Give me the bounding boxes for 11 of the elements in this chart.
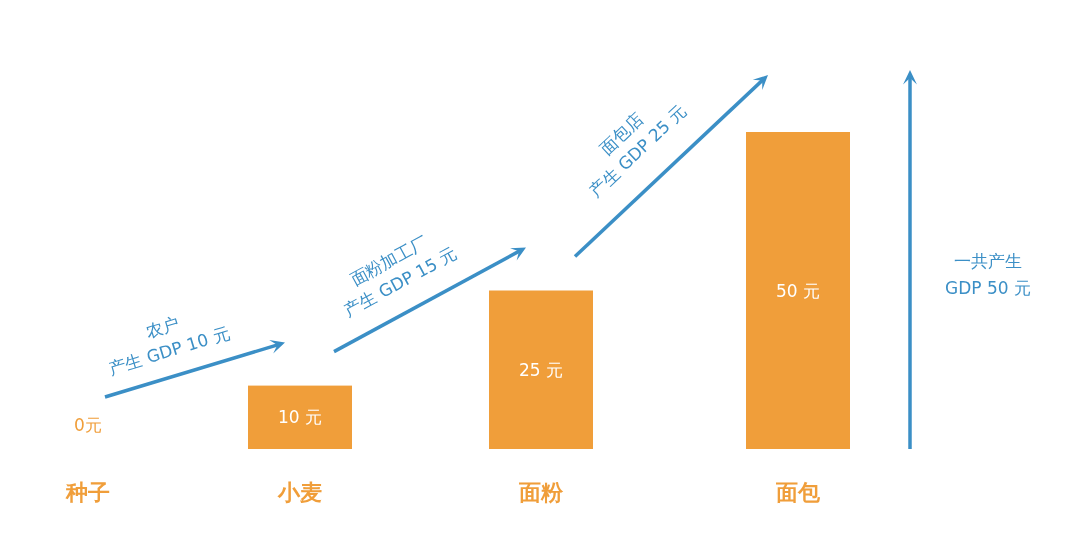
x-tick-label: 面包 xyxy=(775,480,821,505)
annotation: 面粉加工厂 产生 GDP 15 元 xyxy=(340,231,461,321)
data-label: 50 元 xyxy=(775,280,821,301)
annotation: 农户 产生 GDP 10 元 xyxy=(106,313,233,379)
data-label: 10 元 xyxy=(277,407,323,428)
x-tick-label: 小麦 xyxy=(277,480,322,505)
text: 一共产生 GDP 50 元 xyxy=(945,251,1031,298)
x-tick-label: 面粉 xyxy=(518,480,564,505)
x-tick-label: 种子 xyxy=(65,480,110,505)
data-label: 25 元 xyxy=(518,359,564,380)
data-label: 0元 xyxy=(74,415,102,435)
